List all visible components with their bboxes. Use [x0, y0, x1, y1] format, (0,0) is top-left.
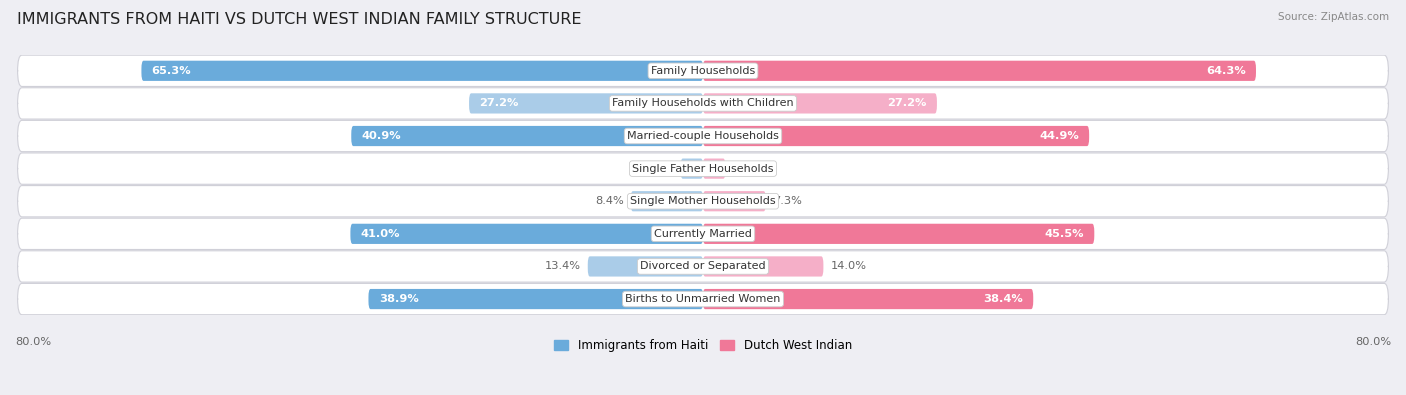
- Text: 2.6%: 2.6%: [733, 164, 761, 174]
- Text: 64.3%: 64.3%: [1206, 66, 1246, 76]
- FancyBboxPatch shape: [350, 224, 703, 244]
- FancyBboxPatch shape: [18, 88, 1388, 119]
- Text: Single Father Households: Single Father Households: [633, 164, 773, 174]
- FancyBboxPatch shape: [18, 120, 1388, 152]
- Text: Currently Married: Currently Married: [654, 229, 752, 239]
- Text: 38.4%: 38.4%: [983, 294, 1024, 304]
- Text: 7.3%: 7.3%: [773, 196, 801, 206]
- FancyBboxPatch shape: [703, 191, 766, 211]
- Text: Births to Unmarried Women: Births to Unmarried Women: [626, 294, 780, 304]
- Text: Source: ZipAtlas.com: Source: ZipAtlas.com: [1278, 12, 1389, 22]
- Text: 40.9%: 40.9%: [361, 131, 401, 141]
- Text: Family Households: Family Households: [651, 66, 755, 76]
- Legend: Immigrants from Haiti, Dutch West Indian: Immigrants from Haiti, Dutch West Indian: [550, 334, 856, 356]
- FancyBboxPatch shape: [681, 158, 703, 179]
- Text: 80.0%: 80.0%: [15, 337, 51, 346]
- Text: 27.2%: 27.2%: [887, 98, 927, 108]
- Text: 44.9%: 44.9%: [1039, 131, 1078, 141]
- Text: 27.2%: 27.2%: [479, 98, 519, 108]
- Text: IMMIGRANTS FROM HAITI VS DUTCH WEST INDIAN FAMILY STRUCTURE: IMMIGRANTS FROM HAITI VS DUTCH WEST INDI…: [17, 12, 581, 27]
- FancyBboxPatch shape: [18, 218, 1388, 250]
- Text: 80.0%: 80.0%: [1355, 337, 1391, 346]
- FancyBboxPatch shape: [18, 251, 1388, 282]
- FancyBboxPatch shape: [703, 256, 824, 276]
- Text: Single Mother Households: Single Mother Households: [630, 196, 776, 206]
- Text: 2.6%: 2.6%: [645, 164, 673, 174]
- FancyBboxPatch shape: [18, 153, 1388, 184]
- FancyBboxPatch shape: [142, 61, 703, 81]
- Text: 8.4%: 8.4%: [595, 196, 624, 206]
- FancyBboxPatch shape: [703, 158, 725, 179]
- Text: 38.9%: 38.9%: [378, 294, 419, 304]
- FancyBboxPatch shape: [18, 55, 1388, 87]
- FancyBboxPatch shape: [588, 256, 703, 276]
- Text: Married-couple Households: Married-couple Households: [627, 131, 779, 141]
- FancyBboxPatch shape: [18, 186, 1388, 217]
- FancyBboxPatch shape: [703, 224, 1094, 244]
- Text: 41.0%: 41.0%: [361, 229, 401, 239]
- Text: 65.3%: 65.3%: [152, 66, 191, 76]
- FancyBboxPatch shape: [703, 93, 936, 113]
- FancyBboxPatch shape: [470, 93, 703, 113]
- Text: 14.0%: 14.0%: [831, 261, 866, 271]
- FancyBboxPatch shape: [631, 191, 703, 211]
- Text: 13.4%: 13.4%: [546, 261, 581, 271]
- FancyBboxPatch shape: [703, 126, 1090, 146]
- FancyBboxPatch shape: [368, 289, 703, 309]
- FancyBboxPatch shape: [703, 289, 1033, 309]
- Text: 45.5%: 45.5%: [1045, 229, 1084, 239]
- Text: Divorced or Separated: Divorced or Separated: [640, 261, 766, 271]
- Text: Family Households with Children: Family Households with Children: [612, 98, 794, 108]
- FancyBboxPatch shape: [18, 283, 1388, 315]
- FancyBboxPatch shape: [352, 126, 703, 146]
- FancyBboxPatch shape: [703, 61, 1256, 81]
